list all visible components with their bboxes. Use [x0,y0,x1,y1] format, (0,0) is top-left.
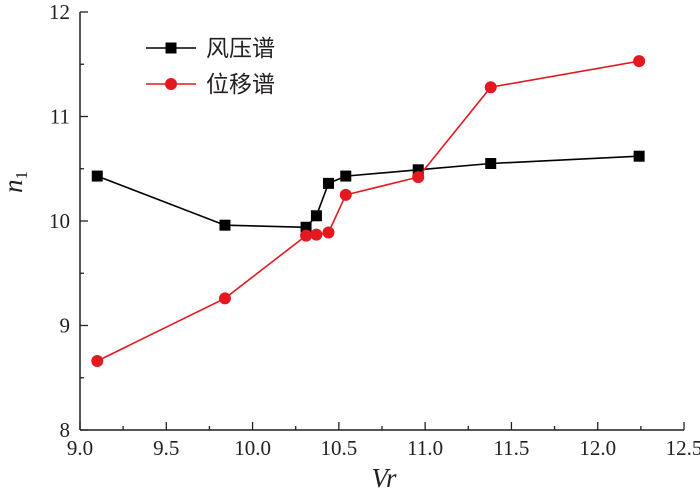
data-point-circle [412,171,425,184]
data-point-square [633,150,645,162]
legend-marker-square [165,42,177,54]
legend-item: 位移谱 [146,72,275,98]
series-2 [91,55,646,368]
plot-frame [79,12,684,431]
y-tick-label: 11 [50,105,70,129]
data-point-square [485,158,497,170]
legend-marker-circle [165,78,177,90]
x-tick-label: 11.0 [407,436,443,460]
series-1 [91,150,645,233]
data-point-square [219,219,231,231]
data-point-circle [218,292,231,305]
data-point-circle [91,355,104,368]
y-axis-title-base: n [0,180,28,194]
x-tick-label: 12.0 [579,436,616,460]
data-point-square [91,170,103,182]
data-point-square [310,210,322,222]
y-axis-title: n1 [0,171,31,193]
data-point-square [300,221,312,233]
series-line [96,60,640,362]
data-point-circle [310,228,323,241]
x-tick-label: 11.5 [493,436,529,460]
data-point-circle [339,188,352,201]
y-tick-label: 8 [60,418,71,442]
legend-label: 位移谱 [206,72,275,98]
x-tick-label: 10.5 [320,436,357,460]
legend-item: 风压谱 [146,36,275,62]
data-point-circle [633,55,646,68]
data-point-square [323,177,335,189]
x-tick-label: 10.0 [234,436,271,460]
data-point-circle [322,226,335,239]
x-axis-ticks: 9.0 9.5 10.0 10.5 11.0 11.5 12.0 12.5 [67,422,700,460]
x-axis-title: Vr [372,463,397,493]
legend-label: 风压谱 [206,36,275,62]
data-point-circle [300,229,313,242]
series-layer [91,55,646,368]
data-point-circle [484,81,497,94]
data-point-square [340,170,352,182]
y-axis-ticks: 8 9 10 11 12 [49,0,88,442]
series-line [97,155,640,229]
y-tick-label: 10 [49,209,70,233]
y-axis-title-subscript: 1 [12,171,31,180]
y-tick-label: 12 [49,0,70,24]
x-tick-label: 12.5 [666,436,700,460]
y-tick-label: 9 [60,314,71,338]
x-tick-label: 9.0 [67,436,93,460]
data-point-square [412,164,424,176]
x-tick-label: 9.5 [153,436,179,460]
